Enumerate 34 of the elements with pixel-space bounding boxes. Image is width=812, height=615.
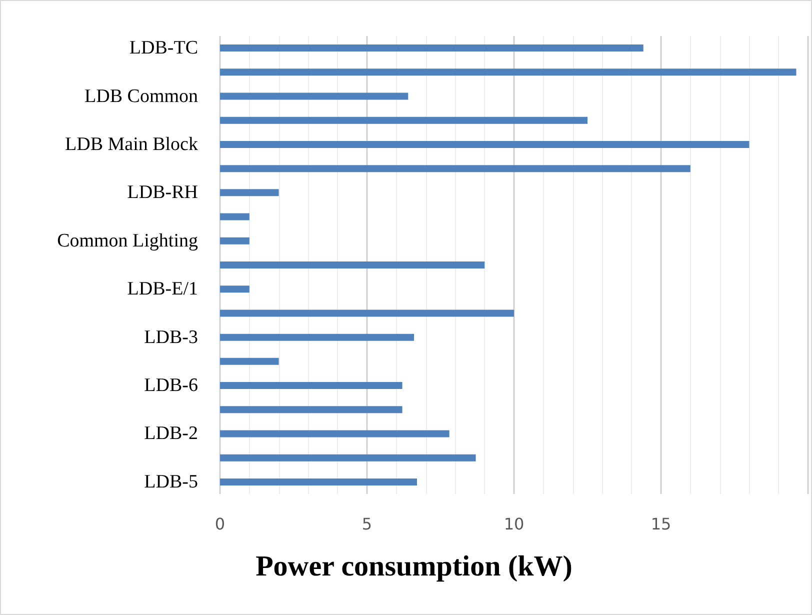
bar: [220, 213, 250, 220]
bar: [220, 44, 644, 52]
bar: [220, 68, 796, 76]
y-tick-label: LDB-6: [144, 375, 198, 396]
y-tick-label: LDB-2: [144, 423, 198, 444]
bar: [220, 382, 402, 390]
bar: [220, 310, 514, 317]
x-axis-title: Power consumption (kW): [256, 550, 572, 582]
y-tick-label: LDB-E/1: [127, 278, 198, 300]
y-tick-label: LDB-3: [144, 326, 198, 348]
bar: [220, 140, 750, 148]
bar: [220, 334, 414, 341]
bar: [220, 116, 588, 124]
bar: [220, 92, 408, 100]
bar: [220, 189, 279, 196]
x-tick-label: 10: [504, 514, 524, 534]
x-tick-label: 15: [650, 514, 672, 534]
x-tick-label: 0: [214, 514, 226, 534]
y-tick-label: LDB-TC: [129, 38, 198, 59]
bar: [220, 406, 402, 414]
bar: [220, 478, 417, 486]
y-tick-label: LDB Common: [84, 86, 198, 107]
bar: [220, 237, 250, 244]
bar: [220, 286, 250, 293]
bar: [220, 430, 450, 438]
y-tick-label: LDB-RH: [127, 182, 198, 204]
bar: [220, 165, 690, 172]
y-tick-label: LDB-5: [144, 471, 198, 492]
y-tick-label: LDB Main Block: [65, 134, 198, 155]
bar: [220, 262, 485, 268]
bar: [220, 454, 476, 462]
y-tick-label: Common Lighting: [57, 230, 198, 252]
x-tick-label: 5: [362, 514, 372, 534]
bar: [220, 358, 279, 365]
